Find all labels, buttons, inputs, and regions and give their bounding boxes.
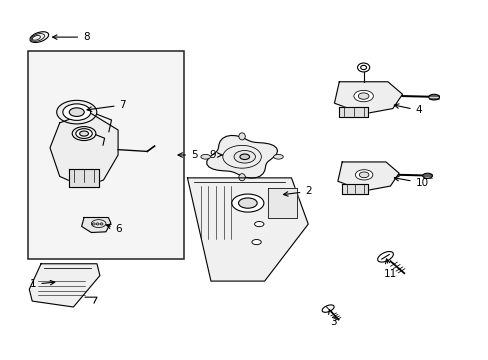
Ellipse shape <box>355 170 372 180</box>
Text: 9: 9 <box>209 150 222 160</box>
Ellipse shape <box>358 93 368 99</box>
Ellipse shape <box>322 305 333 312</box>
Polygon shape <box>342 184 368 194</box>
Text: 6: 6 <box>106 224 122 234</box>
Ellipse shape <box>240 154 249 159</box>
Text: 11: 11 <box>383 259 396 279</box>
Text: 7: 7 <box>87 100 126 111</box>
Polygon shape <box>69 169 99 187</box>
Polygon shape <box>334 82 402 114</box>
Ellipse shape <box>76 129 92 139</box>
Ellipse shape <box>92 223 95 225</box>
Text: 5: 5 <box>178 150 197 160</box>
Ellipse shape <box>353 90 372 102</box>
Text: 3: 3 <box>328 310 336 327</box>
Text: 2: 2 <box>283 186 311 197</box>
Ellipse shape <box>377 252 392 262</box>
Polygon shape <box>339 107 368 117</box>
Ellipse shape <box>201 154 210 159</box>
Ellipse shape <box>63 104 90 120</box>
Bar <box>28 51 183 258</box>
Ellipse shape <box>359 172 368 178</box>
Polygon shape <box>50 112 118 187</box>
Polygon shape <box>187 178 307 281</box>
Ellipse shape <box>100 223 103 225</box>
Polygon shape <box>29 264 100 307</box>
Text: 4: 4 <box>393 104 422 115</box>
Ellipse shape <box>238 198 257 208</box>
Text: 1: 1 <box>30 279 55 289</box>
Polygon shape <box>206 135 277 178</box>
Ellipse shape <box>57 100 97 124</box>
Ellipse shape <box>80 131 88 136</box>
Ellipse shape <box>231 194 264 212</box>
Polygon shape <box>337 162 398 191</box>
Ellipse shape <box>30 32 49 42</box>
Ellipse shape <box>360 65 366 69</box>
Ellipse shape <box>72 127 96 140</box>
Ellipse shape <box>428 94 439 100</box>
Polygon shape <box>267 188 296 218</box>
Ellipse shape <box>422 173 431 178</box>
Text: 8: 8 <box>53 32 89 42</box>
Ellipse shape <box>238 133 245 140</box>
Ellipse shape <box>69 108 84 116</box>
Ellipse shape <box>273 154 283 159</box>
Polygon shape <box>81 217 111 233</box>
Ellipse shape <box>96 223 99 225</box>
Ellipse shape <box>238 174 245 181</box>
Ellipse shape <box>251 239 261 245</box>
Ellipse shape <box>254 221 264 227</box>
Ellipse shape <box>234 150 255 163</box>
Text: 10: 10 <box>393 176 428 188</box>
